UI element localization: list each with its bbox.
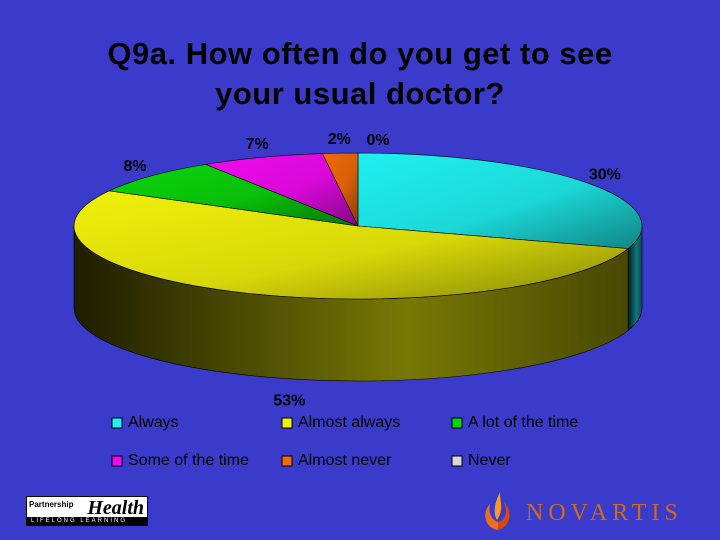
pie-slice-always (357, 152, 643, 249)
logo-left-text: Partnership (29, 500, 74, 509)
chart-title-line2: your usual doctor? (215, 76, 505, 111)
pie-slice-a-lot-of-the-time (108, 164, 359, 227)
pie-slice-almost-always (73, 190, 629, 300)
legend-swatch (281, 455, 293, 467)
legend-item-never: Never (451, 452, 511, 469)
novartis-logo: NOVARTIS (478, 490, 698, 532)
legend-item-almost-never: Almost never (281, 452, 392, 469)
data-label-some-of-the-time: 7% (246, 136, 269, 153)
chart-title-line1: Q9a. How often do you get to see (107, 36, 613, 71)
legend-swatch (111, 417, 123, 429)
legend-label: A lot of the time (468, 414, 578, 431)
legend-item-some-of-the-time: Some of the time (111, 452, 249, 469)
data-label-almost-never: 2% (328, 131, 351, 148)
legend-label: Always (128, 414, 179, 431)
legend-swatch (111, 455, 123, 467)
data-label-always: 30% (589, 166, 621, 183)
legend-swatch (451, 455, 463, 467)
pie-slice-almost-never (321, 152, 359, 227)
logo-left-tagline: LIFELONG LEARNING (31, 518, 128, 524)
partnership-for-health-logo: Partnership Health LIFELONG LEARNING (26, 496, 148, 526)
pie-slice-some-of-the-time (204, 153, 359, 227)
chart-title: Q9a. How often do you get to see your us… (0, 34, 720, 114)
logo-left-bar (27, 517, 147, 525)
legend-label: Almost never (298, 452, 392, 469)
data-label-a-lot-of-the-time: 8% (123, 158, 146, 175)
legend-item-almost-always: Almost always (281, 414, 400, 431)
novartis-wordmark: NOVARTIS (526, 500, 683, 526)
legend-item-always: Always (111, 414, 179, 431)
data-label-almost-always: 53% (273, 393, 305, 410)
legend-swatch (281, 417, 293, 429)
data-label-never: 0% (366, 132, 389, 149)
legend-label: Never (468, 452, 511, 469)
legend-swatch (451, 417, 463, 429)
logo-left-health: Health (87, 497, 144, 519)
legend-label: Almost always (298, 414, 400, 431)
legend-item-a-lot-of-the-time: A lot of the time (451, 414, 578, 431)
legend-label: Some of the time (128, 452, 249, 469)
novartis-flame-icon (485, 492, 510, 530)
